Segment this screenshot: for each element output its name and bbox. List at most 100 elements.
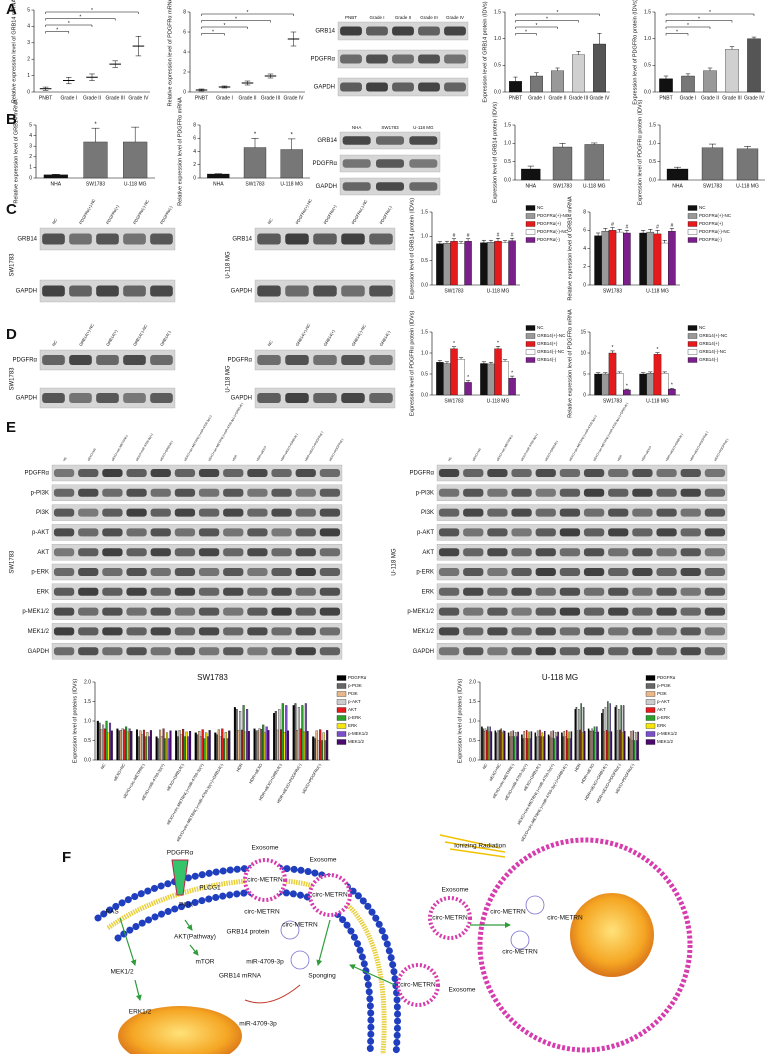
blot-band xyxy=(313,355,337,365)
blot-band xyxy=(271,528,292,537)
x-tick-label: Grade II xyxy=(548,95,566,101)
bar xyxy=(296,730,299,761)
blot-band xyxy=(78,627,99,636)
bar xyxy=(228,730,231,761)
bar xyxy=(297,707,300,761)
lane-label: siEXO+GRB14(-) xyxy=(544,440,559,462)
bar xyxy=(253,728,256,761)
bar xyxy=(616,730,619,761)
significance-bracket xyxy=(201,26,248,29)
x-tick-label: NC xyxy=(481,762,488,770)
blot-band xyxy=(559,647,581,656)
lane-label: siEXO+miR-4709-3p(+) xyxy=(520,433,539,462)
y-tick-label: 2 xyxy=(193,162,196,168)
x-tick-label: siEXO+NC xyxy=(488,762,502,781)
blot-band xyxy=(123,393,146,403)
bar xyxy=(265,726,268,761)
significance-label: * xyxy=(68,21,70,27)
legend-swatch xyxy=(525,213,536,219)
bar xyxy=(148,736,151,761)
protein-label: GAPDH xyxy=(16,396,37,402)
rna-loop xyxy=(510,930,530,950)
y-tick-label: 1.5 xyxy=(421,329,428,335)
significance-bracket xyxy=(515,20,579,23)
blot-band xyxy=(704,508,726,517)
blot-band xyxy=(704,587,726,596)
lane-label: SW1783 xyxy=(381,125,399,130)
bar xyxy=(564,736,567,761)
significance-label: * xyxy=(224,23,226,29)
bar xyxy=(633,740,636,761)
x-tick-label: Grade II xyxy=(238,95,256,101)
bar xyxy=(681,75,695,93)
bar xyxy=(581,732,584,761)
bar xyxy=(568,731,570,761)
bar xyxy=(500,728,502,761)
blot-band xyxy=(295,647,316,656)
legend-label: AKT xyxy=(348,707,357,712)
blot-band xyxy=(174,647,196,656)
blot-band xyxy=(369,233,393,245)
significance-bracket xyxy=(45,11,139,14)
blot-band xyxy=(319,568,341,576)
diagram-label: AKT(Pathway) xyxy=(174,934,216,941)
bar xyxy=(203,738,206,761)
legend-swatch xyxy=(336,723,347,729)
bar xyxy=(608,731,610,761)
significance-label: * xyxy=(56,27,58,33)
bar xyxy=(125,726,128,761)
legend-swatch xyxy=(645,707,656,713)
blot-band xyxy=(102,568,123,576)
bar xyxy=(541,732,544,761)
bar xyxy=(118,730,121,761)
blot-band xyxy=(438,607,460,616)
bar xyxy=(508,378,516,396)
blot-band xyxy=(511,488,532,497)
bar xyxy=(489,726,491,761)
cell-line-label: SW1783 xyxy=(10,253,16,277)
bar xyxy=(83,141,108,179)
bar xyxy=(207,173,230,179)
blot-band xyxy=(319,647,341,656)
x-tick-label: Grade IV xyxy=(589,95,610,101)
y-tick-label: 0 xyxy=(583,392,586,398)
legend-label: NC xyxy=(699,205,706,210)
bar xyxy=(102,724,105,761)
bar xyxy=(521,734,523,761)
bar xyxy=(513,736,516,761)
diagram-label: MEK1/2 xyxy=(110,969,134,976)
blot-band xyxy=(340,82,362,92)
blot-band xyxy=(123,233,146,245)
legend-label: PDGFRα xyxy=(348,675,367,680)
annotation: # xyxy=(453,233,456,239)
y-tick-label: 1.5 xyxy=(504,122,511,128)
x-tick-label: Grade I xyxy=(680,95,697,101)
blot-band xyxy=(150,488,171,497)
lane-label: GRB14(+) xyxy=(322,328,336,347)
bar xyxy=(549,736,551,761)
blot-band xyxy=(559,488,581,497)
bar xyxy=(589,730,591,761)
bar xyxy=(639,232,647,286)
annotation: * xyxy=(254,132,257,138)
bar xyxy=(543,730,546,761)
legend-swatch xyxy=(336,715,347,721)
blot-strip xyxy=(51,504,343,521)
blot-band xyxy=(78,607,99,616)
blot-band xyxy=(223,528,244,537)
blot-band xyxy=(285,355,309,365)
bar xyxy=(601,231,610,286)
blot-band xyxy=(271,548,292,557)
diagram-label: ERK1/2 xyxy=(129,1009,152,1016)
x-tick-label: SW1783 xyxy=(703,183,722,189)
bar xyxy=(169,730,172,761)
blot-band xyxy=(102,587,123,596)
legend-swatch xyxy=(687,357,698,363)
significance-bracket xyxy=(201,33,225,36)
blot-band xyxy=(583,548,605,557)
blot-strip xyxy=(436,603,728,620)
legend-label: PDGFRα xyxy=(657,675,676,680)
y-axis-label: Expression level of proteins (IDVs) xyxy=(72,679,78,764)
bar xyxy=(263,732,266,761)
lane-label: NC xyxy=(266,339,273,347)
